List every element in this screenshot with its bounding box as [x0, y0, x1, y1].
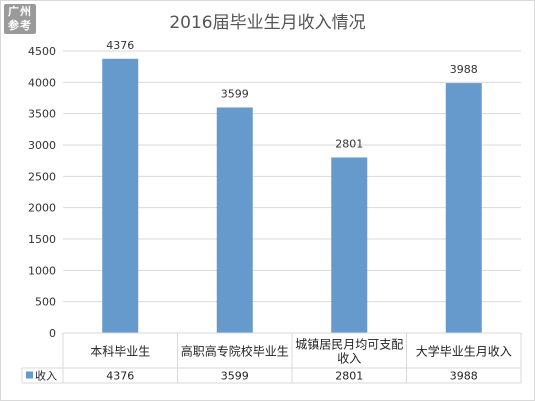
category-label: 高职高专院校毕业生 — [181, 344, 289, 359]
chart-title: 2016届毕业生月收入情况 — [169, 13, 366, 33]
table-value: 3988 — [450, 370, 478, 383]
watermark-line2: 参考 — [8, 19, 32, 32]
y-tick-label: 1000 — [28, 264, 56, 277]
y-tick-label: 2500 — [28, 170, 56, 183]
y-tick-label: 0 — [49, 327, 56, 340]
y-tick-label: 1500 — [28, 233, 56, 246]
table-value: 2801 — [335, 370, 363, 383]
category-label: 收入 — [337, 352, 361, 366]
legend-swatch — [26, 371, 33, 379]
table-value: 4376 — [106, 370, 134, 383]
bar — [445, 83, 482, 334]
y-tick-label: 3000 — [28, 139, 56, 152]
data-label: 2801 — [335, 137, 363, 150]
table-value: 3599 — [221, 370, 249, 383]
y-tick-label: 4500 — [28, 45, 56, 58]
data-label: 3988 — [450, 63, 478, 76]
watermark-line1: 广州 — [8, 5, 32, 18]
y-tick-label: 4000 — [28, 76, 56, 89]
data-label: 4376 — [106, 39, 134, 52]
bar — [102, 58, 139, 334]
watermark-logo: 广州 参考 — [4, 4, 36, 34]
legend-series-name: 收入 — [35, 369, 57, 383]
bar — [331, 157, 368, 333]
category-label: 本科毕业生 — [90, 345, 150, 359]
y-tick-label: 3500 — [28, 108, 56, 121]
y-tick-label: 500 — [35, 296, 56, 309]
category-label: 城镇居民月均可支配 — [295, 338, 403, 352]
y-tick-label: 2000 — [28, 202, 56, 215]
data-label: 3599 — [221, 87, 249, 100]
category-label: 大学毕业生月收入 — [416, 344, 512, 359]
bar — [216, 107, 253, 333]
